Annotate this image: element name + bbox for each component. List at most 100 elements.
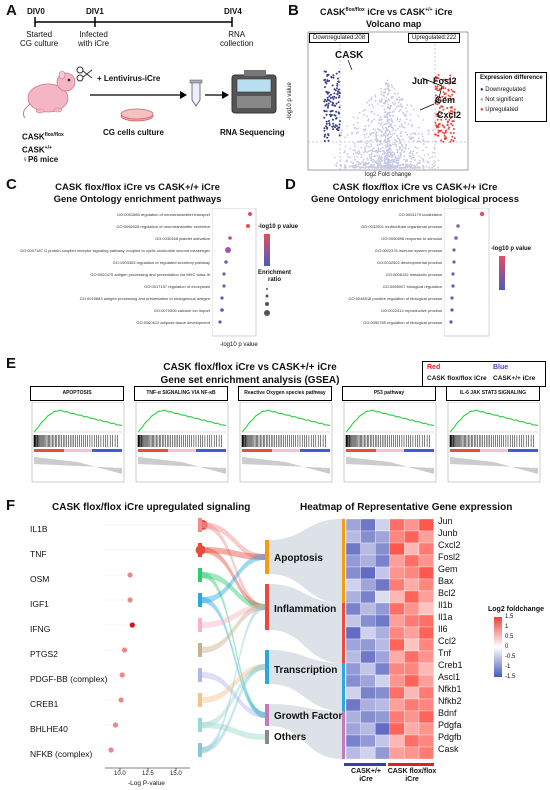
heatmap-cell (389, 614, 405, 628)
volcano-point-ns (349, 156, 352, 159)
volcano-point-ns (355, 132, 358, 135)
category-transcription: Transcription (274, 665, 338, 676)
volcano-point-ns (409, 163, 412, 166)
factor-label: NFKB (complex) (30, 749, 93, 759)
sankey-link (202, 547, 265, 560)
volcano-point-ns (422, 164, 424, 167)
signaling-xlabel: -Log P-value (128, 780, 165, 787)
volcano-point-ns (384, 151, 387, 154)
volcano-point-ns (374, 160, 376, 163)
volcano-point-ns (358, 161, 360, 164)
volcano-point-up (453, 108, 456, 111)
gsea-title2: Gene set enrichment analysis (GSEA) (160, 375, 340, 386)
volcano-point-ns (389, 107, 391, 110)
volcano-point-ns (381, 98, 383, 101)
go-bp-title2: Gene Ontology enrichment biological proc… (311, 194, 519, 205)
volcano-point-ns (416, 152, 418, 154)
volcano-point-ns (410, 160, 412, 163)
sankey-source-node (198, 718, 202, 732)
heatmap-cell (404, 602, 420, 616)
volcano-point-ns (401, 145, 403, 147)
volcano-point-ns (400, 150, 403, 152)
go-term: GO:0030168 platelet activation (155, 236, 210, 241)
gsea-ranked-metric (34, 457, 122, 474)
gsea-card: Reactive Oxygen species pathway (236, 386, 334, 486)
heatmap-cell (345, 650, 361, 664)
volcano-point-ns (397, 92, 399, 95)
volcano-point-ns (377, 140, 380, 142)
volcano-point-ns (427, 130, 429, 132)
volcano-point-ns (399, 166, 402, 169)
volcano-point-ns (360, 156, 363, 159)
volcano-point-ns (395, 140, 398, 142)
volcano-point-down (323, 70, 326, 73)
volcano-point-ns (372, 147, 375, 150)
gsea-set-title: P53 pathway (342, 386, 436, 401)
volcano-point-up (443, 93, 446, 96)
volcano-point-ns (396, 135, 399, 137)
volcano-point-ns (405, 107, 407, 109)
volcano-point-down (332, 97, 335, 100)
x-tick-10: 10.0 (114, 771, 126, 777)
volcano-point-up (437, 77, 440, 80)
volcano-point-ns (346, 125, 348, 128)
factor-label: TNF (30, 549, 47, 559)
volcano-point-ns (399, 108, 402, 111)
volcano-point-ns (387, 87, 390, 89)
volcano-point-ns (340, 165, 342, 168)
volcano-point-ns (358, 151, 361, 154)
heatmap-cell (360, 746, 376, 760)
heatmap-cell (404, 566, 420, 580)
volcano-point-ns (399, 125, 401, 128)
volcano-point-ns (405, 113, 407, 116)
heatmap-cell (389, 638, 405, 652)
sankey-source-node (198, 593, 202, 607)
volcano-point-ns (391, 143, 394, 146)
mice-label: CASKflox/flox CASK+/+ ♀P6 mice (22, 132, 64, 165)
volcano-point-ns (387, 163, 390, 166)
heatmap-gene: Gem (438, 564, 458, 574)
volcano-point-ns (362, 166, 365, 169)
volcano-point-ns (369, 134, 372, 137)
volcano-point-ns (410, 125, 413, 128)
volcano-point-ns (412, 137, 414, 139)
volcano-point-ns (414, 159, 416, 161)
volcano-point-ns (371, 103, 373, 106)
volcano-point-ns (385, 96, 388, 99)
volcano-point-ns (357, 163, 360, 166)
heatmap-cell (418, 590, 434, 604)
volcano-point-ns (380, 91, 383, 93)
volcano-point-ns (423, 143, 425, 146)
volcano-point-ns (399, 163, 402, 166)
volcano-point-ns (381, 153, 384, 156)
volcano-point-ns (394, 108, 397, 111)
heatmap-cell (345, 662, 361, 676)
volcano-point-up (450, 106, 453, 108)
volcano-point-ns (412, 108, 415, 111)
volcano-point-ns (391, 151, 394, 154)
volcano-point-up (453, 137, 456, 140)
volcano-point-ns (387, 149, 389, 152)
go-term: GO:0008152 metabolic process (385, 272, 442, 277)
heatmap-cell (375, 566, 390, 580)
volcano-point-ns (387, 155, 389, 158)
sankey-link (202, 522, 265, 610)
heatmap-cell (375, 590, 390, 604)
volcano-point-ns (367, 136, 370, 139)
volcano-point-ns (384, 155, 387, 157)
heatmap-cell (375, 542, 390, 556)
timeline-div1: DIV1 (86, 7, 104, 16)
volcano-point-ns (367, 118, 370, 121)
volcano-point-down (323, 100, 326, 103)
volcano-point-ns (363, 148, 366, 151)
gsea-rank-red (450, 449, 480, 452)
volcano-point-ns (354, 126, 356, 129)
volcano-point-down (331, 109, 334, 112)
volcano-point-ns (391, 101, 394, 104)
volcano-point-ns (387, 92, 390, 95)
volcano-point-ns (395, 167, 398, 169)
factor-dot (108, 747, 114, 753)
volcano-point-ns (380, 165, 383, 168)
volcano-point-ns (387, 105, 389, 108)
volcano-point-ns (358, 150, 360, 152)
